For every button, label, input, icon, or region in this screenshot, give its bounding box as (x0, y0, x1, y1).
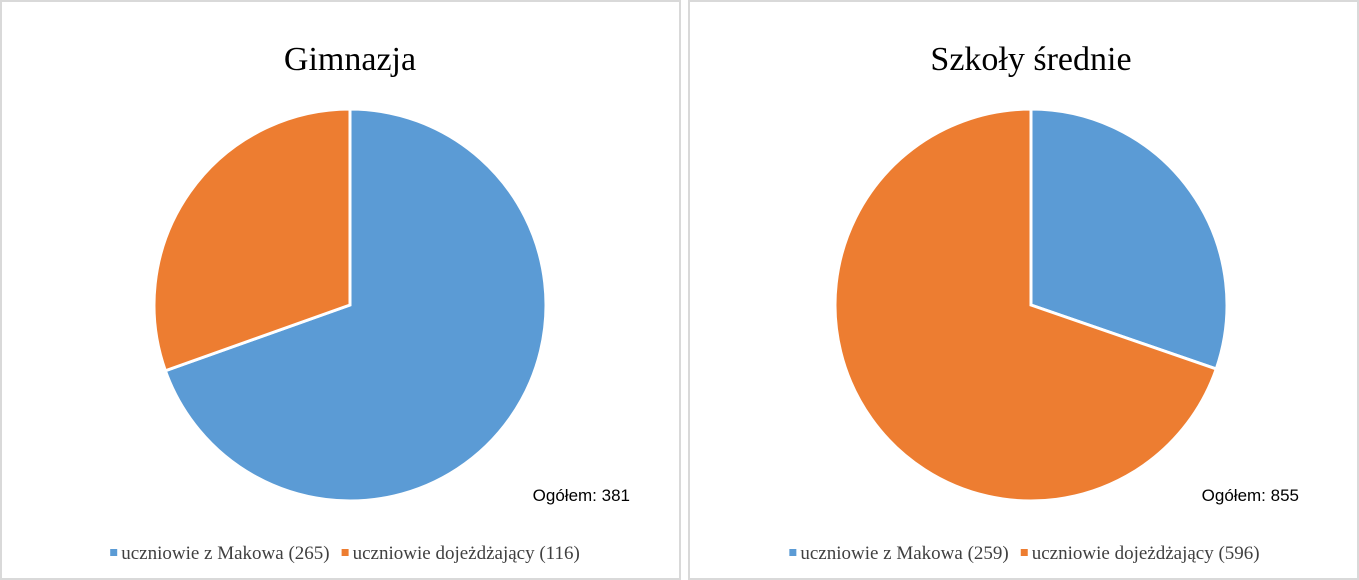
pie-slice (163, 107, 548, 503)
legend-swatch (110, 549, 118, 556)
pie-slice (833, 107, 1219, 503)
panel (0, 0, 681, 580)
legend-swatch (341, 549, 349, 556)
legend-swatch (1020, 549, 1028, 556)
legend-swatch (789, 549, 797, 556)
annotation: Ogółem: 855 (1202, 486, 1299, 505)
legend-label: uczniowie dojeżdżający (596) (1032, 543, 1260, 564)
pie-slice (1029, 107, 1229, 371)
legend-label: uczniowie z Makowa (265) (121, 543, 329, 564)
chart-title: Szkoły średnie (930, 41, 1131, 78)
annotation: Ogółem: 381 (533, 486, 630, 505)
legend-label: uczniowie z Makowa (259) (800, 543, 1008, 564)
panel (688, 0, 1359, 580)
chart-title: Gimnazja (284, 41, 416, 78)
pie-slice (152, 107, 352, 373)
legend-label: uczniowie dojeżdżający (116) (353, 543, 580, 564)
